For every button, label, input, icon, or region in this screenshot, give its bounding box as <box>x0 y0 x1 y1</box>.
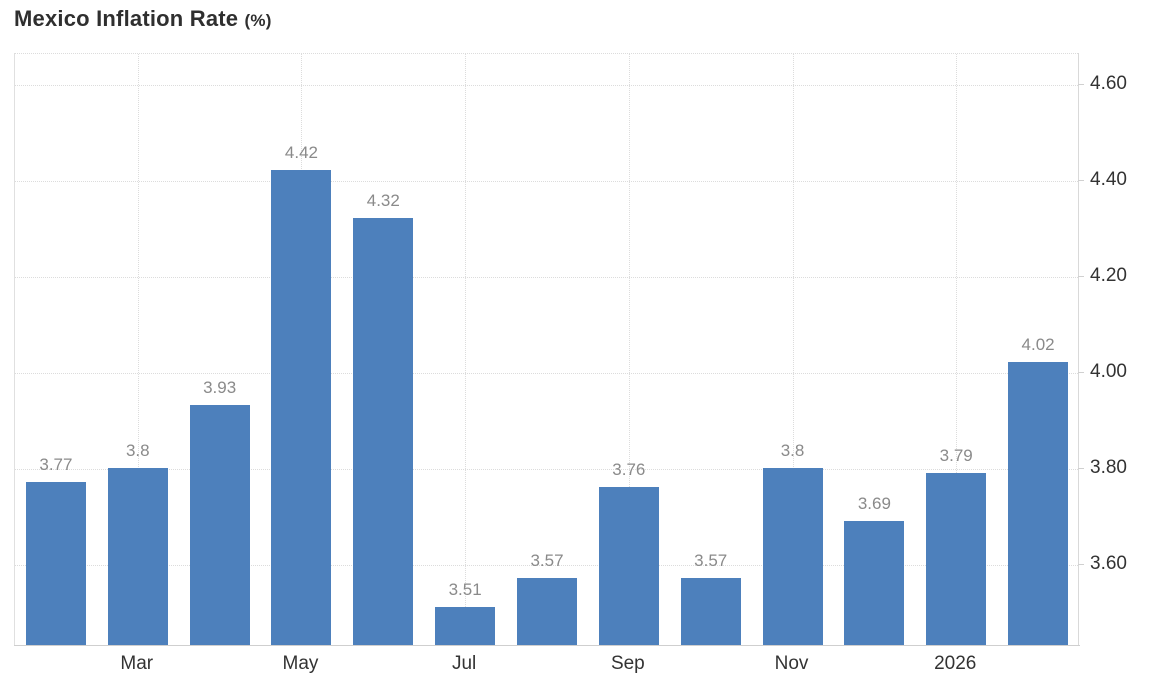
plot-area: 3.77 3.8 3.93 4.42 4.32 3.51 3.57 3.76 3.57 3.8 3.… <box>14 53 1078 645</box>
bar[interactable] <box>598 487 659 645</box>
y-axis-label: 3.80 <box>1090 456 1127 478</box>
bar[interactable] <box>680 578 741 645</box>
bar[interactable] <box>271 170 332 645</box>
v-gridline <box>956 54 958 645</box>
bar-value-label: 3.57 <box>694 551 728 571</box>
x-axis-label: Mar <box>120 653 154 674</box>
y-axis-tick <box>1078 467 1084 469</box>
bar-value-label: 3.8 <box>125 440 150 460</box>
bar[interactable] <box>25 482 86 645</box>
bar[interactable] <box>844 520 905 645</box>
y-axis-label: 4.40 <box>1090 168 1127 190</box>
x-axis-label: Sep <box>610 653 645 674</box>
bar-value-label: 3.93 <box>203 378 237 398</box>
h-gridline <box>15 276 1078 278</box>
x-axis-label: Jul <box>451 653 477 674</box>
bar[interactable] <box>435 607 496 645</box>
h-gridline <box>15 468 1078 470</box>
bar-value-label: 4.32 <box>366 191 400 211</box>
bar[interactable] <box>762 467 823 645</box>
chart-title-unit: (%) <box>244 11 272 30</box>
bar[interactable] <box>189 405 250 645</box>
bar[interactable] <box>353 218 414 645</box>
bar-value-label: 3.69 <box>857 493 891 513</box>
x-axis-label: 2026 <box>934 653 977 674</box>
bar-value-label: 3.51 <box>448 580 482 600</box>
y-axis-label: 4.00 <box>1090 360 1127 382</box>
bar-value-label: 3.8 <box>780 440 805 460</box>
bar[interactable] <box>107 467 168 645</box>
bar-value-label: 3.77 <box>39 455 73 475</box>
h-gridline <box>15 372 1078 374</box>
bar[interactable] <box>926 472 987 645</box>
bar-value-label: 4.42 <box>284 143 318 163</box>
y-axis-tick <box>1078 83 1084 85</box>
y-axis-label: 4.60 <box>1090 72 1127 94</box>
bar[interactable] <box>1008 362 1069 645</box>
bar[interactable] <box>517 578 577 645</box>
bar-value-label: 3.57 <box>530 551 564 571</box>
y-axis-label: 3.60 <box>1090 552 1127 574</box>
v-gridline <box>465 54 467 645</box>
y-axis-line <box>1078 53 1079 645</box>
y-axis-tick <box>1078 179 1084 181</box>
v-gridline <box>628 54 630 645</box>
x-axis-line <box>14 645 1080 646</box>
h-gridline <box>15 84 1078 86</box>
bar-value-label: 3.79 <box>939 445 973 465</box>
bar-value-label: 3.76 <box>612 460 646 480</box>
h-gridline <box>15 180 1078 182</box>
x-axis-label: May <box>282 653 319 674</box>
y-axis-tick <box>1078 371 1084 373</box>
chart-title: Mexico Inflation Rate (%) <box>14 6 272 32</box>
y-axis-tick <box>1078 275 1084 277</box>
y-axis-tick <box>1078 563 1084 565</box>
v-gridline <box>137 54 139 645</box>
y-axis-label: 4.20 <box>1090 264 1127 286</box>
v-gridline <box>792 54 794 645</box>
h-gridline <box>15 564 1078 566</box>
bar-value-label: 4.02 <box>1021 335 1055 355</box>
x-axis-label: Nov <box>774 653 809 674</box>
chart-title-text: Mexico Inflation Rate <box>14 6 239 31</box>
